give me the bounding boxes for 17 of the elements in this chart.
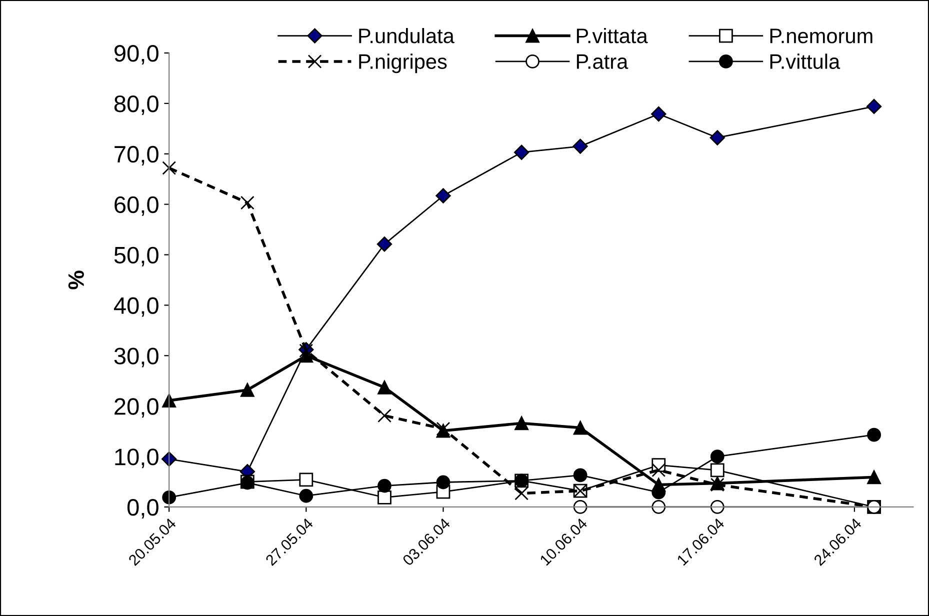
legend-label: P.vittata xyxy=(576,28,648,44)
legend-label: P.vittula xyxy=(770,54,840,69)
legend-label: P.atra xyxy=(576,54,628,69)
y-axis-title: % xyxy=(68,270,84,290)
legend-label: P.undulata xyxy=(359,28,454,44)
y-tick-label: 80,0 xyxy=(114,95,158,115)
y-tick-label: 40,0 xyxy=(114,297,158,317)
y-tick-label: 70,0 xyxy=(114,146,158,166)
y-tick-label: 30,0 xyxy=(114,348,158,368)
y-tick-label: 90,0 xyxy=(114,45,158,65)
legend-label: P.nemorum xyxy=(770,28,872,44)
y-tick-label: 10,0 xyxy=(115,448,158,468)
y-tick-label: 50,0 xyxy=(114,246,158,266)
y-tick-label: 60,0 xyxy=(114,196,158,216)
legend-label: P.nigripes xyxy=(359,54,447,74)
y-tick-label: 20,0 xyxy=(114,398,158,418)
y-tick-label: 0,0 xyxy=(127,499,158,519)
